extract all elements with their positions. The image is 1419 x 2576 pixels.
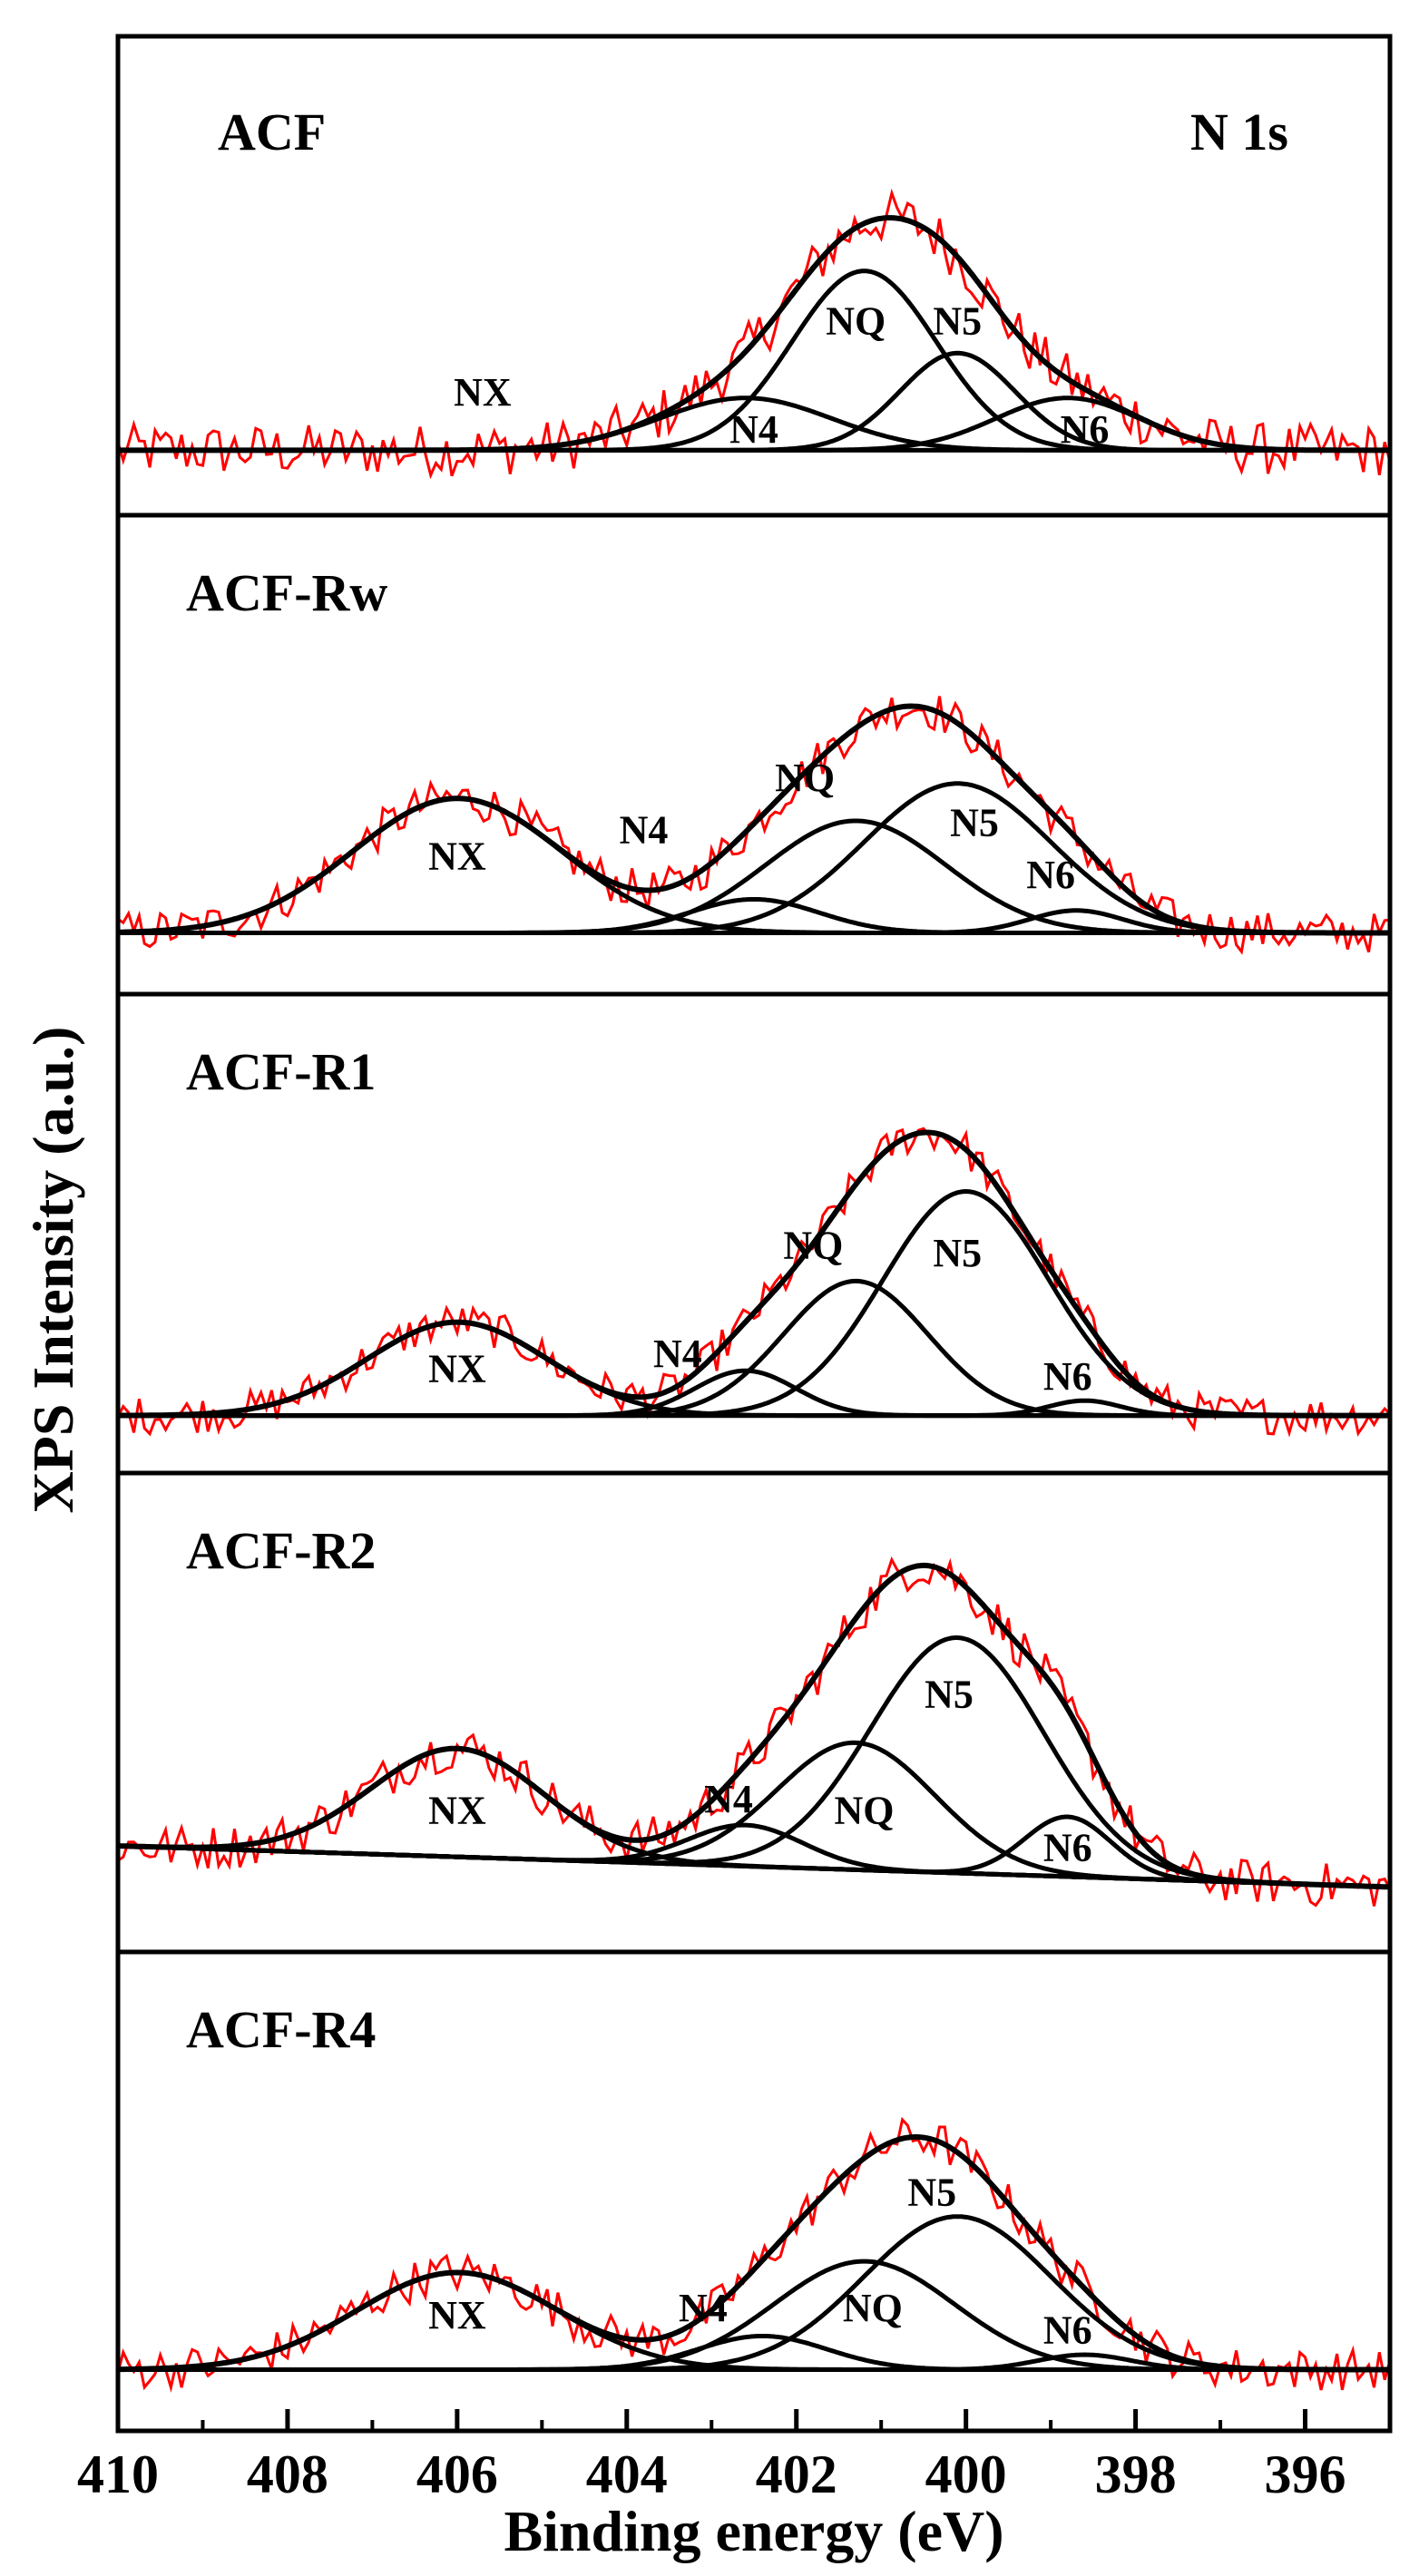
peak-label-n6: N6: [1026, 853, 1075, 897]
x-tick-label: 398: [1095, 2444, 1177, 2504]
x-axis-title: Binding energy (eV): [504, 2499, 1003, 2563]
peak-label-n5: N5: [933, 299, 982, 344]
peak-label-n5: N5: [907, 2170, 956, 2214]
peak-n5-line: [118, 781, 1390, 935]
peak-n5-line: [118, 1188, 1390, 1419]
peak-n6-line: [118, 2352, 1390, 2372]
envelope-fit-line: [118, 703, 1390, 936]
peak-label-nq: NQ: [843, 2286, 903, 2330]
panel-plot-area: [118, 2116, 1390, 2393]
y-axis-title: XPS Intensity (a.u.): [21, 1027, 85, 1514]
peak-label-nq: NQ: [826, 299, 886, 344]
peak-label-n5: N5: [933, 1231, 982, 1275]
peak-label-n4: N4: [679, 2286, 728, 2330]
panel-plot-area: [118, 188, 1390, 480]
peak-label-nx: NX: [428, 2293, 486, 2337]
x-tick-label: 408: [247, 2444, 328, 2504]
peak-label-n4: N4: [729, 407, 778, 452]
peak-label-nq: NQ: [835, 1788, 895, 1832]
peak-label-n6: N6: [1043, 1354, 1092, 1399]
peak-label-n6: N6: [1043, 1826, 1092, 1870]
x-tick-label: 410: [77, 2444, 159, 2504]
x-tick-label: 406: [416, 2444, 498, 2504]
envelope-fit-line: [118, 1562, 1390, 1890]
panel-plot-area: [118, 1556, 1390, 1908]
peak-label-nq: NQ: [783, 1224, 843, 1268]
panel-title: ACF-R4: [186, 2000, 376, 2059]
panel-acf-r2: ACF-R2 NX N4 NQ N5 N6: [115, 1470, 1393, 1955]
peak-label-nx: NX: [428, 1788, 486, 1832]
panel-plot-area: [118, 1127, 1390, 1438]
panel-title: ACF: [218, 102, 326, 161]
peak-n5-line: [118, 2214, 1390, 2372]
panel-plot-area: [118, 696, 1390, 955]
panel-frame: [115, 1949, 1393, 2434]
peak-label-n4: N4: [704, 1777, 753, 1821]
chart-title: N 1s: [1190, 102, 1288, 161]
x-tick-label: 396: [1265, 2444, 1346, 2504]
panel-acf-rw: ACF-Rw NX N4 NQ N5 N6: [115, 512, 1393, 997]
raw-data-line: [118, 188, 1390, 480]
peak-n6-line: [118, 908, 1390, 935]
envelope-fit-line: [118, 215, 1390, 454]
panel-acf-r4: ACF-R4 NX N4 NQ N5 N6: [115, 1949, 1393, 2434]
envelope-fit-line: [118, 2134, 1390, 2373]
peak-label-nx: NX: [454, 370, 512, 415]
panels: ACF NX N4 NQ N5 N6 ACF-Rw NX N4 NQ N5 N6 ACF-R1 NX N4 N…: [115, 34, 1393, 2434]
x-tick-label: 404: [586, 2444, 668, 2504]
x-axis-ticks: 410 408 406 404 402 400 398 396: [77, 2409, 1392, 2504]
raw-data-line: [118, 2116, 1390, 2393]
peak-label-n5: N5: [925, 1673, 974, 1717]
peak-label-n6: N6: [1061, 407, 1110, 452]
peak-n6-line: [118, 1814, 1390, 1889]
peak-label-nq: NQ: [775, 756, 835, 800]
peak-label-n4: N4: [620, 808, 669, 853]
x-tick-label: 400: [925, 2444, 1007, 2504]
panel-title: ACF-R2: [186, 1521, 376, 1580]
peak-label-nx: NX: [428, 834, 486, 879]
envelope-fit-line: [118, 1129, 1390, 1419]
panel-title: ACF-R1: [186, 1042, 376, 1101]
panel-acf: ACF NX N4 NQ N5 N6: [115, 34, 1393, 518]
raw-data-line: [118, 1556, 1390, 1908]
panel-title: ACF-Rw: [186, 563, 387, 622]
peak-label-n4: N4: [653, 1332, 702, 1376]
peak-n6-line: [118, 1398, 1390, 1419]
raw-data-line: [118, 1127, 1390, 1438]
panel-acf-r1: ACF-R1 NX N4 NQ N5 N6: [115, 991, 1393, 1476]
peak-label-n6: N6: [1043, 2308, 1092, 2353]
x-tick-label: 402: [756, 2444, 837, 2504]
peak-label-n5: N5: [950, 800, 999, 844]
peak-label-nx: NX: [428, 1347, 486, 1391]
peak-nq-line: [118, 818, 1390, 935]
